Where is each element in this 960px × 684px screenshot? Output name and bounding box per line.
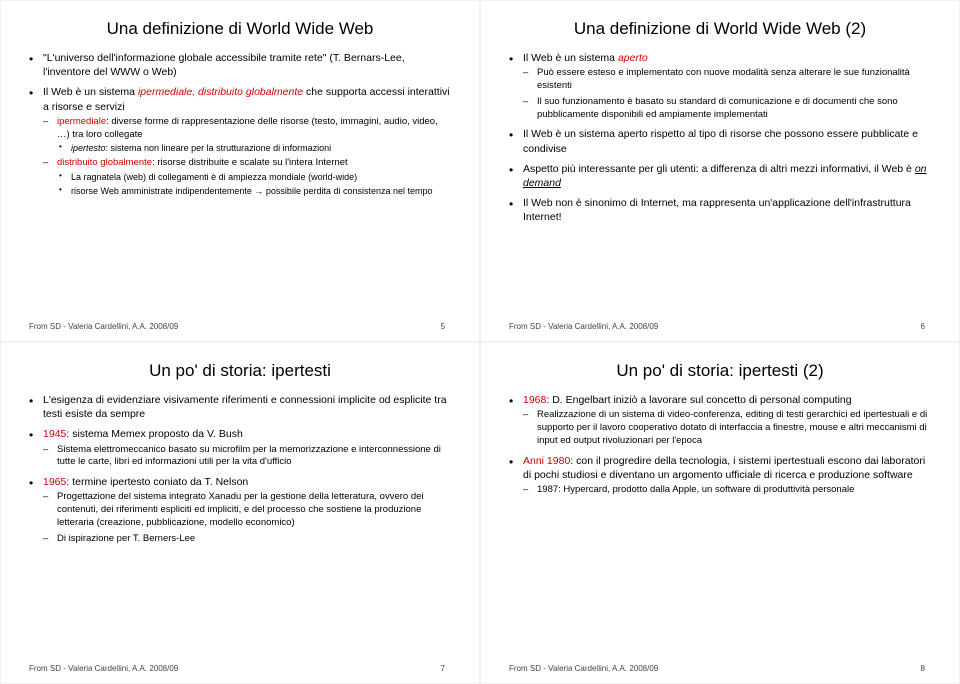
- page-number: 8: [921, 664, 931, 673]
- slide-content: "L'universo dell'informazione globale ac…: [29, 51, 451, 318]
- sub-bullet: Progettazione del sistema integrato Xana…: [43, 491, 451, 529]
- bullet: 1968: D. Engelbart iniziò a lavorare sul…: [509, 393, 931, 448]
- slide-5: Una definizione di World Wide Web "L'uni…: [0, 0, 480, 342]
- footer-text: From SD - Valeria Cardellini, A.A. 2008/…: [29, 664, 178, 673]
- page-number: 6: [921, 322, 931, 331]
- slide-title: Una definizione di World Wide Web (2): [509, 19, 931, 39]
- sub-sub-bullet: La ragnatela (web) di collegamenti è di …: [57, 171, 451, 183]
- footer-text: From SD - Valeria Cardellini, A.A. 2008/…: [29, 322, 178, 331]
- slide-content: Il Web è un sistema aperto Può essere es…: [509, 51, 931, 318]
- bullet: 1945: sistema Memex proposto da V. Bush …: [29, 427, 451, 469]
- sub-bullet: Realizzazione di un sistema di video-con…: [523, 409, 931, 447]
- footer-text: From SD - Valeria Cardellini, A.A. 2008/…: [509, 664, 658, 673]
- bullet: L'esigenza di evidenziare visivamente ri…: [29, 393, 451, 421]
- sub-bullet: distribuito globalmente: risorse distrib…: [43, 157, 451, 197]
- slide-content: 1968: D. Engelbart iniziò a lavorare sul…: [509, 393, 931, 660]
- slide-footer: From SD - Valeria Cardellini, A.A. 2008/…: [29, 664, 451, 673]
- slide-footer: From SD - Valeria Cardellini, A.A. 2008/…: [29, 322, 451, 331]
- slide-title: Una definizione di World Wide Web: [29, 19, 451, 39]
- sub-bullet: 1987: Hypercard, prodotto dalla Apple, u…: [523, 484, 931, 497]
- slide-title: Un po' di storia: ipertesti (2): [509, 361, 931, 381]
- slide-footer: From SD - Valeria Cardellini, A.A. 2008/…: [509, 664, 931, 673]
- sub-bullet: Di ispirazione per T. Berners-Lee: [43, 533, 451, 546]
- sub-sub-bullet: ipertesto: sistema non lineare per la st…: [57, 142, 451, 154]
- page-number: 5: [441, 322, 451, 331]
- slide-7: Un po' di storia: ipertesti L'esigenza d…: [0, 342, 480, 684]
- sub-sub-bullet: risorse Web amministrate indipendentemen…: [57, 185, 451, 197]
- footer-text: From SD - Valeria Cardellini, A.A. 2008/…: [509, 322, 658, 331]
- bullet: 1965: termine ipertesto coniato da T. Ne…: [29, 475, 451, 545]
- slide-footer: From SD - Valeria Cardellini, A.A. 2008/…: [509, 322, 931, 331]
- bullet: Aspetto più interessante per gli utenti:…: [509, 162, 931, 190]
- page-number: 7: [441, 664, 451, 673]
- sub-bullet: ipermediale: diverse forme di rappresent…: [43, 116, 451, 155]
- bullet: Anni 1980: con il progredire della tecno…: [509, 454, 931, 497]
- sub-bullet: Il suo funzionamento è basato su standar…: [523, 96, 931, 122]
- slide-title: Un po' di storia: ipertesti: [29, 361, 451, 381]
- bullet: Il Web è un sistema aperto rispetto al t…: [509, 127, 931, 155]
- bullet: Il Web è un sistema aperto Può essere es…: [509, 51, 931, 121]
- sub-bullet: Può essere esteso e implementato con nuo…: [523, 67, 931, 93]
- bullet: "L'universo dell'informazione globale ac…: [29, 51, 451, 79]
- bullet: Il Web è un sistema ipermediale, distrib…: [29, 85, 451, 197]
- slide-6: Una definizione di World Wide Web (2) Il…: [480, 0, 960, 342]
- bullet: Il Web non è sinonimo di Internet, ma ra…: [509, 196, 931, 224]
- sub-bullet: Sistema elettromeccanico basato su micro…: [43, 444, 451, 470]
- slide-content: L'esigenza di evidenziare visivamente ri…: [29, 393, 451, 660]
- slide-8: Un po' di storia: ipertesti (2) 1968: D.…: [480, 342, 960, 684]
